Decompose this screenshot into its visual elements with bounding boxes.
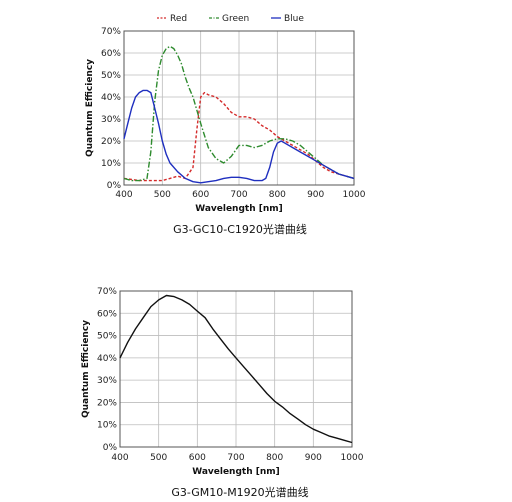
color-ytick-60: 60% (101, 49, 121, 59)
mono-ytick-50: 50% (97, 332, 117, 342)
color-xtick-600: 600 (192, 190, 209, 200)
color-ytick-70: 70% (101, 27, 121, 37)
mono-ytick-70: 70% (97, 287, 117, 297)
caption-mono-chart: G3-GM10-M1920光谱曲线 (171, 485, 308, 499)
color-series-green-line (123, 45, 355, 182)
color-series-blue-line (123, 89, 355, 184)
mono-xtick-1000: 1000 (341, 453, 364, 463)
mono-ytick-20: 20% (97, 398, 117, 408)
caption-color-chart: G3-GC10-C1920光谱曲线 (173, 222, 307, 236)
mono-ytick-30: 30% (97, 376, 117, 386)
color-ytick-20: 20% (101, 137, 121, 147)
legend-blue-label: Blue (284, 14, 304, 24)
color-xtick-500: 500 (154, 190, 171, 200)
mono-ytick-60: 60% (97, 309, 117, 319)
color-ytick-10: 10% (101, 159, 121, 169)
mono-xtick-800: 800 (266, 453, 283, 463)
legend-green-label: Green (222, 14, 249, 24)
color-ytick-30: 30% (101, 115, 121, 125)
mono-ytick-0: 0% (103, 443, 118, 453)
mono-xtick-900: 900 (305, 453, 322, 463)
mono-y-axis-label: Quantum Efficiency (81, 320, 91, 418)
mono-xtick-500: 500 (150, 453, 167, 463)
mono-xtick-600: 600 (189, 453, 206, 463)
mono-xtick-700: 700 (227, 453, 244, 463)
legend-red-label: Red (170, 14, 187, 24)
color-ytick-50: 50% (101, 71, 121, 81)
color-xtick-700: 700 (230, 190, 247, 200)
color-xtick-1000: 1000 (343, 190, 366, 200)
color-xtick-800: 800 (269, 190, 286, 200)
color-ytick-0: 0% (107, 181, 122, 191)
color-x-axis-label: Wavelength [nm] (195, 204, 283, 214)
mono-plot-frame (119, 290, 353, 448)
color-plot-frame (123, 30, 355, 186)
color-xtick-400: 400 (115, 190, 132, 200)
mono-xtick-400: 400 (111, 453, 128, 463)
color-y-axis-label: Quantum Efficiency (85, 59, 95, 157)
mono-ytick-40: 40% (97, 354, 117, 364)
mono-series-qe-line (119, 294, 353, 444)
color-ytick-40: 40% (101, 93, 121, 103)
mono-ytick-10: 10% (97, 421, 117, 431)
color-xtick-900: 900 (307, 190, 324, 200)
mono-x-axis-label: Wavelength [nm] (192, 467, 280, 477)
